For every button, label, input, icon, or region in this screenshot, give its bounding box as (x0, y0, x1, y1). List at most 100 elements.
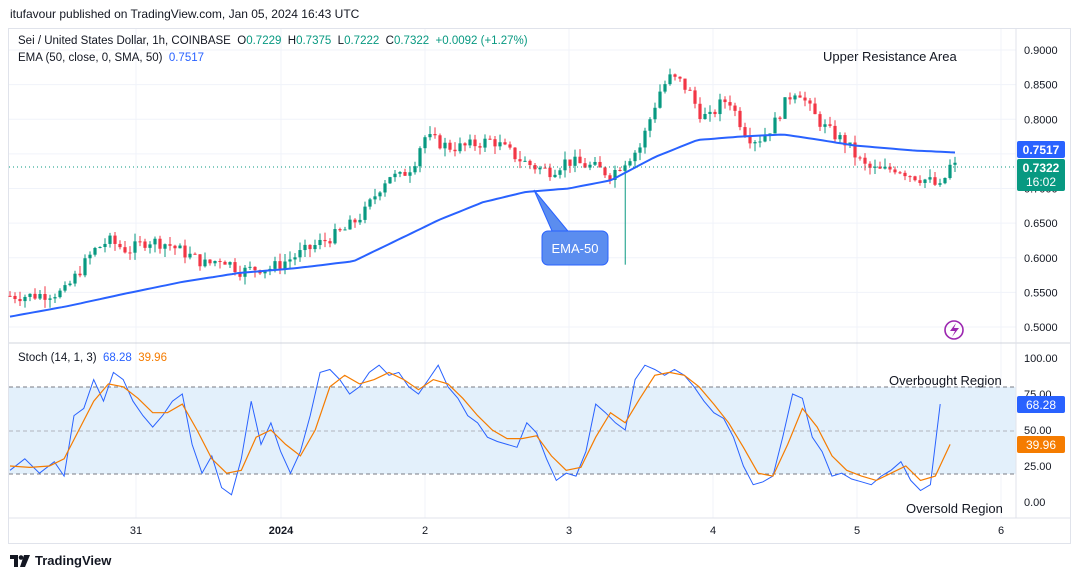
candle-body (38, 293, 42, 299)
candle-body (683, 78, 687, 90)
candle-body (668, 74, 672, 85)
candle-body (548, 167, 552, 178)
candle-body (523, 160, 527, 162)
time-tick-label: 4 (710, 525, 716, 537)
stoch-tick-label: 25.00 (1024, 461, 1052, 473)
ema-value: 0.7517 (168, 52, 205, 64)
candle-body (188, 253, 192, 258)
candle-body (878, 166, 882, 169)
ema-badge-bg (1017, 141, 1065, 158)
candle-body (313, 245, 317, 250)
candle-body (73, 273, 77, 284)
candle-body (213, 261, 217, 264)
candle-body (803, 97, 807, 101)
time-tick-label: 6 (998, 525, 1004, 537)
candle-body (813, 103, 817, 115)
candle-body (13, 295, 17, 300)
candle-body (788, 97, 792, 100)
candle-body (138, 241, 142, 243)
tradingview-logo[interactable]: TradingView (10, 553, 111, 568)
candle-body (273, 261, 277, 269)
candle-body (23, 296, 27, 302)
candle-body (428, 134, 432, 138)
ema-callout-label: EMA-50 (552, 241, 599, 256)
candle-body (583, 163, 587, 168)
candle-body (463, 143, 467, 146)
stoch-d-line (9, 371, 951, 482)
close-label: C (385, 35, 394, 47)
candle-body (373, 196, 377, 200)
candle-body (133, 241, 137, 253)
stoch-label: Stoch (14, 1, 3) (18, 352, 97, 364)
candle-body (503, 142, 507, 145)
candle-body (743, 127, 747, 136)
candle-body (738, 110, 742, 128)
candle-body (48, 298, 52, 300)
stoch-legend: Stoch (14, 1, 3) 68.28 39.96 (18, 352, 167, 364)
candle-body (368, 199, 372, 207)
stoch-tick-label: 100.00 (1024, 353, 1058, 365)
candle-body (478, 146, 482, 148)
candle-body (173, 245, 177, 249)
candle-body (63, 285, 67, 291)
candle-body (883, 166, 887, 169)
price-badge: 0.7322 (1023, 161, 1060, 175)
candle-body (418, 148, 422, 167)
candle-body (43, 293, 47, 300)
candle-body (843, 135, 847, 146)
candle-body (218, 261, 222, 263)
candle-body (508, 144, 512, 148)
candle-body (483, 138, 487, 148)
candle-body (558, 170, 562, 175)
candle-body (618, 169, 622, 171)
candle-body (823, 124, 827, 127)
candle-body (543, 167, 547, 169)
candle-body (908, 176, 912, 178)
candle-body (468, 139, 472, 146)
candle-body (948, 164, 952, 178)
candle-body (648, 119, 652, 131)
price-badge-bg (1017, 159, 1065, 191)
candle-body (388, 177, 392, 184)
candle-body (798, 95, 802, 98)
ema-label: EMA (50, close, 0, SMA, 50) (18, 52, 163, 64)
candle-body (898, 172, 902, 174)
candle-body (818, 114, 822, 127)
candle-body (153, 238, 157, 245)
candle-body (608, 175, 612, 180)
open-value: 0.7229 (246, 35, 282, 47)
candle-body (573, 156, 577, 166)
stoch-d-value: 39.96 (138, 352, 167, 364)
candle-body (83, 258, 87, 276)
candle-body (288, 259, 292, 262)
candle-body (168, 244, 172, 246)
high-value: 0.7375 (296, 35, 332, 47)
k-badge: 68.28 (1026, 398, 1056, 412)
candle-body (363, 206, 367, 220)
candle-body (918, 180, 922, 183)
candle-body (753, 142, 757, 144)
candle-body (293, 257, 297, 260)
candle-body (378, 192, 382, 197)
k-badge-bg (1017, 396, 1065, 413)
candle-body (538, 167, 542, 170)
ema-legend: EMA (50, close, 0, SMA, 50) 0.7517 (18, 52, 204, 64)
candle-body (343, 229, 347, 231)
candle-body (348, 219, 352, 230)
time-tick-label: 3 (566, 525, 572, 537)
candle-body (673, 74, 677, 77)
candle-body (663, 84, 667, 92)
ema-50-line (9, 133, 956, 318)
candle-body (693, 90, 697, 104)
candle-body (488, 138, 492, 140)
candle-body (298, 250, 302, 258)
candle-body (318, 239, 322, 246)
stoch-tick-label: 50.00 (1024, 425, 1052, 437)
candle-body (233, 262, 237, 273)
candle-body (778, 117, 782, 119)
candle-body (893, 169, 897, 173)
alert-icon[interactable] (944, 320, 964, 340)
tradingview-logo-icon (10, 554, 30, 567)
close-value: 0.7322 (393, 35, 430, 47)
